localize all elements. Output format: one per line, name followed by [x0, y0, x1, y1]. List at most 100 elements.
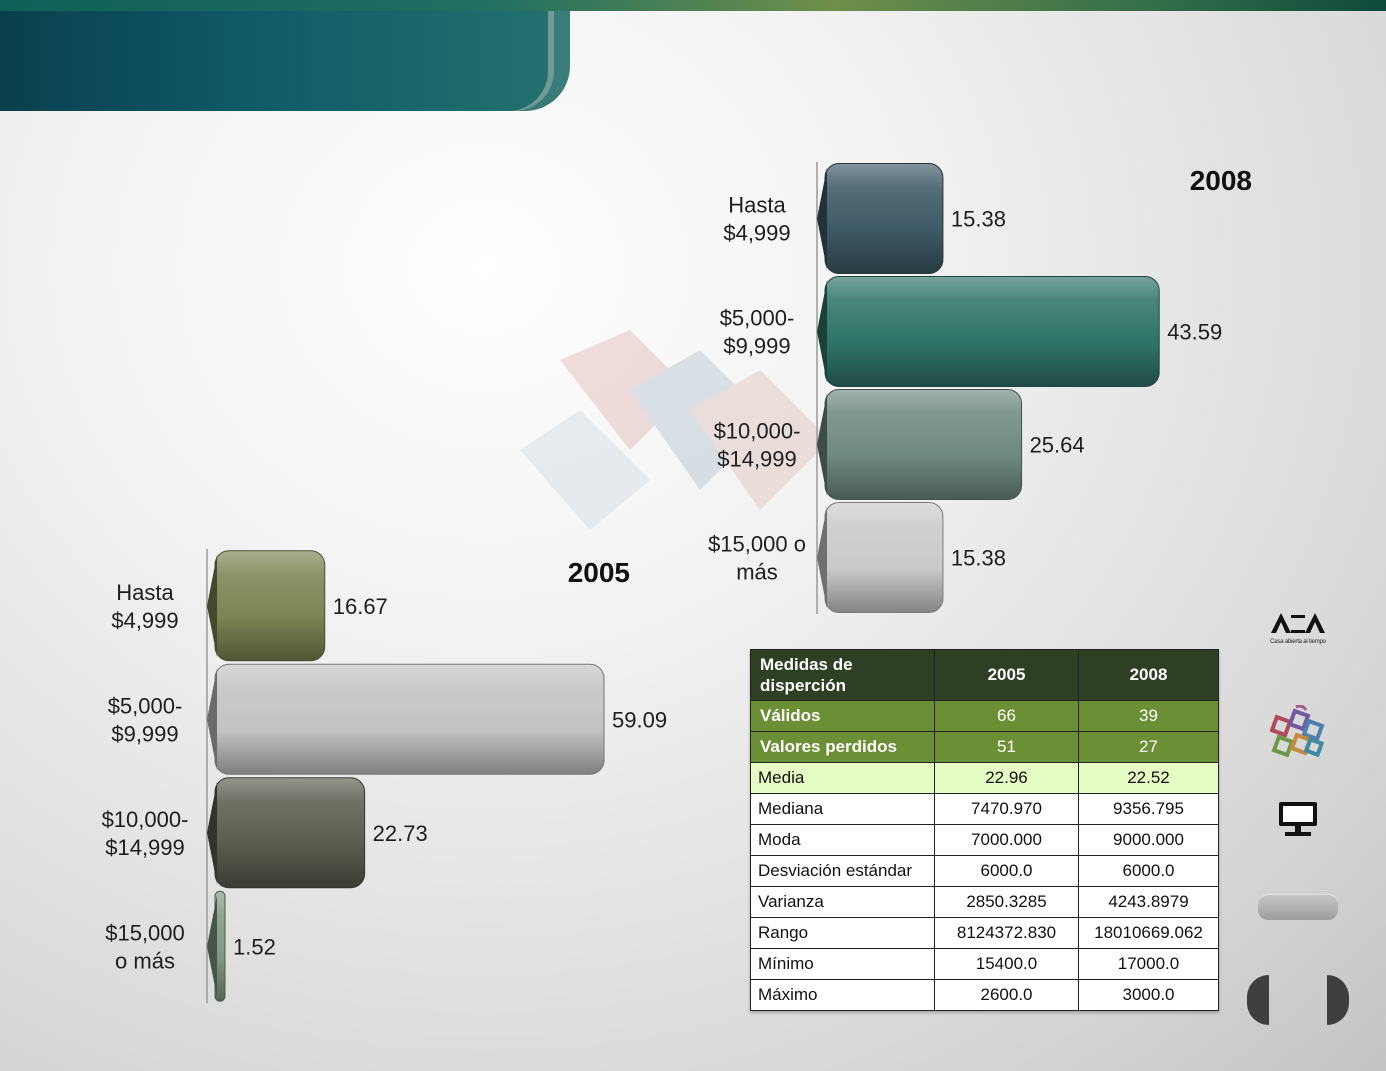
- category-label: Hasta: [116, 580, 174, 605]
- data-label: 25.64: [1030, 433, 1085, 458]
- table-row-label: Moda: [750, 824, 935, 856]
- bar: [824, 163, 944, 274]
- category-label: Hasta: [728, 193, 786, 218]
- category-label: o más: [115, 948, 175, 973]
- table-cell: 22.52: [1078, 762, 1219, 794]
- table-header-2008: 2008: [1078, 649, 1219, 701]
- table-cell: 7000.000: [934, 824, 1079, 856]
- table-cell: 22.96: [934, 762, 1079, 794]
- table-row-label: Máximo: [750, 979, 935, 1011]
- table-cell: 51: [934, 731, 1079, 763]
- table-cell: 9356.795: [1078, 793, 1219, 825]
- category-label: $5,000-: [720, 306, 795, 331]
- category-label: $15,000: [105, 920, 185, 945]
- table-header-line: Medidas de: [760, 655, 853, 674]
- table-row-label: Desviación estándar: [750, 855, 935, 887]
- category-label: $9,999: [111, 721, 178, 746]
- bar-cap: [207, 781, 217, 884]
- chart-title: 2008: [1190, 165, 1252, 196]
- table-cell: 18010669.062: [1078, 917, 1219, 949]
- watermark-graphic: [520, 330, 830, 530]
- bar: [824, 502, 944, 613]
- category-label: $10,000-: [102, 807, 189, 832]
- table-row: Desviación estándar 6000.0 6000.0: [750, 855, 1219, 887]
- table-header-2005: 2005: [934, 649, 1079, 701]
- table-header-row: Medidas de disperción 2005 2008: [750, 649, 1219, 701]
- chart-2005: 2005 16.67 Hasta $4,999 59.09 $5,000- $9,999 22…: [102, 549, 667, 1003]
- data-label: 59.09: [612, 707, 667, 732]
- chart-title: 2005: [568, 557, 630, 588]
- table-row: Media 22.96 22.52: [750, 762, 1219, 794]
- category-label: $9,999: [723, 334, 790, 359]
- menu-pill[interactable]: [1258, 894, 1338, 920]
- logo-caption: Casa abierta al tiempo: [1270, 639, 1326, 645]
- data-label: 15.38: [951, 207, 1006, 232]
- table-row-label: Rango: [750, 917, 935, 949]
- category-label: $4,999: [111, 608, 178, 633]
- table-row-label: Varianza: [750, 886, 935, 918]
- table-row: Mínimo 15400.0 17000.0: [750, 948, 1219, 980]
- table-cell: 6000.0: [1078, 855, 1219, 887]
- data-label: 1.52: [233, 934, 276, 959]
- table-row: Mediana 7470.970 9356.795: [750, 793, 1219, 825]
- category-label: $15,000 o: [708, 532, 806, 557]
- table-cell: 7470.970: [934, 793, 1079, 825]
- colored-squares-icon[interactable]: [1270, 705, 1326, 759]
- data-label: 15.38: [951, 546, 1006, 571]
- bar: [214, 663, 605, 775]
- table-row-label: Media: [750, 762, 935, 794]
- table-cell: 8124372.830: [934, 917, 1079, 949]
- table-cell: 6000.0: [934, 855, 1079, 887]
- bar-cap: [817, 280, 827, 383]
- table-row-label: Válidos: [750, 700, 935, 732]
- nav-prev-icon[interactable]: [1247, 975, 1269, 1025]
- category-label: $14,999: [105, 835, 185, 860]
- category-label: $4,999: [723, 221, 790, 246]
- bar-cap: [817, 393, 827, 496]
- table-row: Varianza 2850.3285 4243.8979: [750, 886, 1219, 918]
- table-cell: 2600.0: [934, 979, 1079, 1011]
- category-label: más: [736, 560, 778, 585]
- table-cell: 9000.000: [1078, 824, 1219, 856]
- category-label: $5,000-: [108, 693, 183, 718]
- table-cell: 27: [1078, 731, 1219, 763]
- bar-cap: [207, 668, 217, 771]
- table-row-label: Mediana: [750, 793, 935, 825]
- table-row-label: Mínimo: [750, 948, 935, 980]
- table-row: Rango 8124372.830 18010669.062: [750, 917, 1219, 949]
- bar-cap: [817, 506, 827, 609]
- table-cell: 15400.0: [934, 948, 1079, 980]
- category-label: $14,999: [717, 447, 797, 472]
- data-label: 43.59: [1167, 320, 1222, 345]
- table-cell: 3000.0: [1078, 979, 1219, 1011]
- table-cell: 17000.0: [1078, 948, 1219, 980]
- bar: [214, 777, 366, 889]
- bar-cap: [207, 554, 217, 657]
- title-banner: [0, 11, 570, 111]
- data-label: 22.73: [373, 821, 428, 846]
- table-row-label: Valores perdidos: [750, 731, 935, 763]
- chart-2008: 2008 15.38 Hasta $4,999 43.59 $5,000- $9,999 25…: [708, 162, 1252, 614]
- category-label: $10,000-: [714, 419, 801, 444]
- bar: [824, 389, 1023, 500]
- top-accent-strip: [0, 0, 1386, 11]
- bar: [824, 276, 1160, 387]
- bar-cap: [817, 167, 827, 270]
- table-row: Máximo 2600.0 3000.0: [750, 979, 1219, 1011]
- bar: [214, 550, 326, 662]
- dispersion-table: Medidas de disperción 2005 2008 Válidos 6…: [750, 649, 1219, 1011]
- table-cell: 2850.3285: [934, 886, 1079, 918]
- monitor-icon[interactable]: [1277, 800, 1319, 838]
- table-cell: 66: [934, 700, 1079, 732]
- data-label: 16.67: [333, 594, 388, 619]
- uam-logo-icon: [1271, 613, 1325, 633]
- table-row: Válidos 66 39: [750, 700, 1219, 732]
- table-header-line: disperción: [760, 676, 846, 695]
- table-header-measure: Medidas de disperción: [750, 649, 935, 701]
- table-row: Valores perdidos 51 27: [750, 731, 1219, 763]
- uam-logo[interactable]: Casa abierta al tiempo: [1262, 612, 1334, 645]
- table-row: Moda 7000.000 9000.000: [750, 824, 1219, 856]
- table-cell: 39: [1078, 700, 1219, 732]
- bar-cap: [207, 895, 217, 998]
- nav-next-icon[interactable]: [1327, 975, 1349, 1025]
